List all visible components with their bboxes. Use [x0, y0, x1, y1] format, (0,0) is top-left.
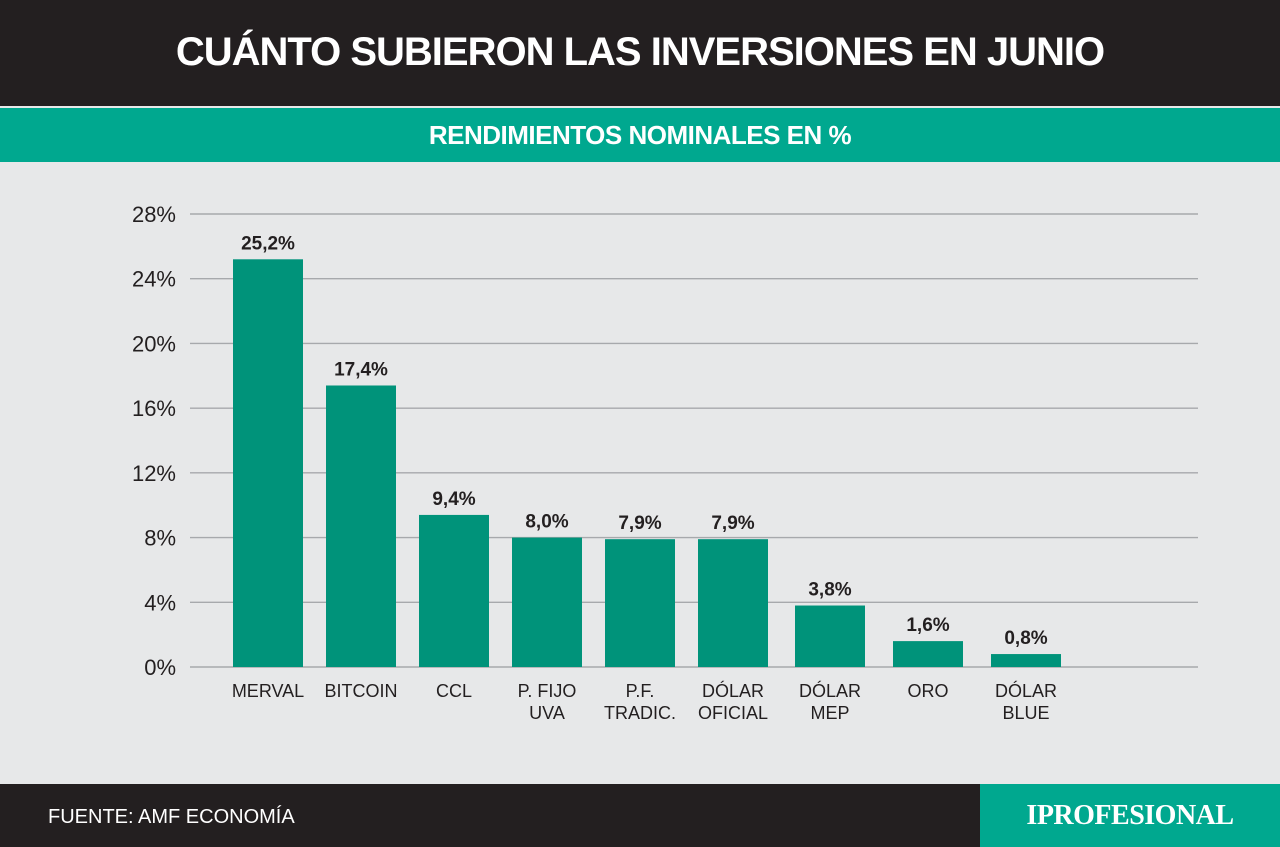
x-tick-label: ORO [907, 681, 948, 701]
subtitle-bar: RENDIMIENTOS NOMINALES EN % [0, 108, 1280, 162]
bar [512, 537, 582, 667]
x-tick-label: OFICIAL [698, 703, 768, 723]
x-tick-label: P. FIJO [518, 681, 577, 701]
x-tick-label: P.F. [626, 681, 655, 701]
logo-text: IPROFESIONAL [1026, 799, 1234, 831]
y-tick-label: 12% [132, 461, 176, 486]
bar-chart: 0% 4% 8% 12% 16% 20% 24% 28% 25,2% MERVAL 17,4% BIT… [132, 202, 1198, 723]
data-label: 0,8% [1004, 628, 1047, 649]
x-tick-label: MERVAL [232, 681, 304, 701]
x-tick-label: DÓLAR [995, 680, 1057, 701]
data-label: 8,0% [525, 512, 568, 533]
data-label: 7,9% [711, 513, 754, 534]
y-tick-label: 0% [144, 655, 176, 680]
x-tick-label: UVA [529, 703, 565, 723]
data-label: 3,8% [808, 580, 851, 601]
bar [795, 605, 865, 667]
bar [893, 641, 963, 667]
data-label: 1,6% [906, 615, 949, 636]
data-label: 7,9% [618, 513, 661, 534]
data-label: 9,4% [432, 489, 475, 510]
brand-logo: IPROFESIONAL [980, 784, 1280, 847]
x-tick-label: DÓLAR [702, 680, 764, 701]
y-tick-label: 20% [132, 331, 176, 356]
y-tick-label: 16% [132, 396, 176, 421]
x-tick-label: BLUE [1002, 703, 1049, 723]
bar [991, 654, 1061, 667]
title-bar: CUÁNTO SUBIERON LAS INVERSIONES EN JUNIO [0, 0, 1280, 106]
bar [419, 514, 489, 667]
x-tick-label: BITCOIN [324, 681, 397, 701]
bar [605, 539, 675, 667]
y-tick-label: 4% [144, 590, 176, 615]
source-text: FUENTE: AMF ECONOMÍA [48, 806, 295, 828]
data-label: 17,4% [334, 359, 388, 380]
x-tick-label: TRADIC. [604, 703, 676, 723]
chart-subtitle: RENDIMIENTOS NOMINALES EN % [428, 119, 852, 150]
y-tick-label: 28% [132, 202, 176, 227]
x-tick-label: DÓLAR [799, 680, 861, 701]
bar [233, 259, 303, 667]
bar [326, 385, 396, 667]
y-tick-label: 24% [132, 267, 176, 292]
x-tick-label: MEP [810, 703, 849, 723]
data-label: 25,2% [241, 233, 295, 254]
page-title: CUÁNTO SUBIERON LAS INVERSIONES EN JUNIO [175, 29, 1105, 74]
footer: FUENTE: AMF ECONOMÍA IPROFESIONAL [0, 784, 1280, 847]
y-tick-label: 8% [144, 526, 176, 551]
x-tick-label: CCL [436, 681, 472, 701]
bar [698, 539, 768, 667]
